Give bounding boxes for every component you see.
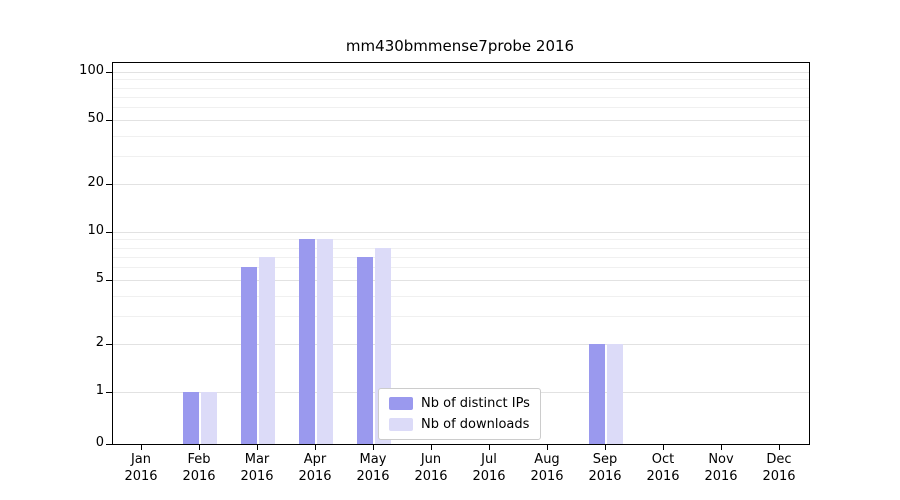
y-tick-label: 50 [87, 111, 104, 127]
legend: Nb of distinct IPs Nb of downloads [378, 388, 541, 440]
x-tick-mark [257, 445, 258, 450]
bar [607, 343, 623, 444]
minor-gridline [113, 87, 809, 89]
y-tick-mark [106, 232, 112, 233]
x-tick-mark [547, 445, 548, 450]
x-tick-label: Jan 2016 [124, 452, 158, 484]
x-tick-label: Sep 2016 [588, 452, 622, 484]
legend-label-downloads: Nb of downloads [421, 417, 530, 432]
x-tick-label: May 2016 [356, 452, 390, 484]
legend-swatch-distinct-ips [389, 397, 413, 410]
x-tick-mark [373, 445, 374, 450]
bar [183, 392, 199, 444]
legend-item-distinct-ips: Nb of distinct IPs [389, 396, 530, 411]
major-gridline [113, 183, 809, 185]
minor-gridline [113, 135, 809, 137]
bar [241, 267, 257, 444]
y-tick-label: 2 [95, 334, 104, 350]
y-tick-label: 1 [95, 383, 104, 398]
x-tick-label: Aug 2016 [530, 452, 564, 484]
x-tick-mark [431, 445, 432, 450]
x-tick-label: Feb 2016 [182, 452, 216, 484]
x-tick-mark [721, 445, 722, 450]
x-tick-label: Jun 2016 [414, 452, 448, 484]
x-tick-label: Nov 2016 [704, 452, 738, 484]
legend-swatch-downloads [389, 418, 413, 431]
minor-gridline [113, 107, 809, 109]
x-tick-label: Jul 2016 [472, 452, 506, 484]
x-tick-mark [315, 445, 316, 450]
bar [299, 239, 315, 444]
y-tick-label: 5 [95, 271, 104, 287]
minor-gridline [113, 79, 809, 81]
y-tick-mark [106, 343, 112, 345]
minor-gridline [113, 239, 809, 241]
plot-area [112, 62, 810, 445]
minor-gridline [113, 96, 809, 98]
y-tick-label: 100 [79, 63, 104, 78]
bar [589, 343, 605, 444]
y-tick-mark [106, 120, 112, 122]
x-tick-mark [605, 445, 606, 450]
y-tick-label: 20 [87, 174, 104, 190]
y-tick-mark [106, 72, 112, 73]
minor-gridline [113, 155, 809, 157]
minor-gridline [113, 315, 809, 317]
bar [357, 256, 373, 444]
bar [201, 392, 217, 444]
x-tick-mark [199, 445, 200, 450]
minor-gridline [113, 295, 809, 297]
major-gridline [113, 120, 809, 122]
legend-item-downloads: Nb of downloads [389, 417, 530, 432]
legend-label-distinct-ips: Nb of distinct IPs [421, 396, 530, 411]
major-gridline [113, 280, 809, 282]
y-tick-mark [106, 183, 112, 185]
major-gridline [113, 232, 809, 233]
y-tick-mark [106, 280, 112, 282]
chart-title: mm430bmmense7probe 2016 [345, 37, 575, 55]
y-tick-label: 10 [87, 223, 104, 238]
major-gridline [113, 343, 809, 345]
x-tick-mark [779, 445, 780, 450]
minor-gridline [113, 267, 809, 269]
y-tick-label: 0 [95, 435, 104, 450]
bar [259, 256, 275, 444]
y-tick-mark [106, 392, 112, 393]
x-tick-label: Oct 2016 [646, 452, 680, 484]
major-gridline [113, 72, 809, 73]
minor-gridline [113, 256, 809, 258]
x-tick-mark [489, 445, 490, 450]
x-tick-label: Dec 2016 [762, 452, 796, 484]
x-tick-mark [141, 445, 142, 450]
minor-gridline [113, 247, 809, 249]
x-tick-label: Mar 2016 [240, 452, 274, 484]
y-tick-mark [106, 444, 112, 445]
x-tick-label: Apr 2016 [298, 452, 332, 484]
bar [317, 239, 333, 444]
x-tick-mark [663, 445, 664, 450]
